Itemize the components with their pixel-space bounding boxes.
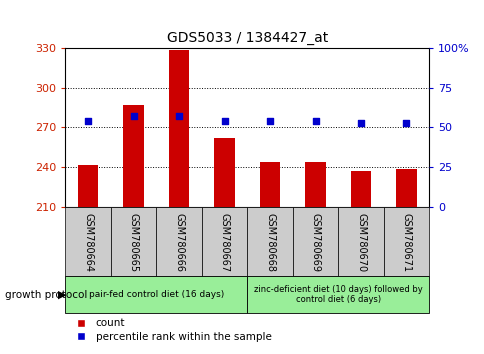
Bar	[168, 51, 189, 207]
Bar	[247, 276, 428, 313]
Bar	[214, 138, 234, 207]
Bar	[247, 207, 292, 276]
Bar	[78, 165, 98, 207]
Bar	[350, 171, 370, 207]
Text: GSM780667: GSM780667	[219, 213, 229, 272]
Bar	[123, 105, 144, 207]
Bar	[65, 207, 111, 276]
Bar	[65, 276, 247, 313]
Text: GSM780664: GSM780664	[83, 213, 93, 272]
Text: GSM780671: GSM780671	[401, 213, 410, 272]
Point	[220, 118, 228, 124]
Legend: count, percentile rank within the sample: count, percentile rank within the sample	[71, 319, 271, 342]
Bar	[338, 207, 383, 276]
Bar	[259, 162, 280, 207]
Title: GDS5033 / 1384427_at: GDS5033 / 1384427_at	[166, 32, 327, 45]
Bar	[292, 207, 338, 276]
Bar	[395, 169, 416, 207]
Bar	[383, 207, 428, 276]
Point	[311, 118, 319, 124]
Point	[266, 118, 273, 124]
Bar	[156, 207, 201, 276]
Text: GSM780666: GSM780666	[174, 213, 184, 272]
Bar	[305, 162, 325, 207]
Text: GSM780670: GSM780670	[355, 213, 365, 272]
Text: zinc-deficient diet (10 days) followed by
control diet (6 days): zinc-deficient diet (10 days) followed b…	[254, 285, 422, 304]
Text: ▶: ▶	[58, 290, 67, 300]
Point	[84, 118, 92, 124]
Point	[175, 113, 182, 119]
Text: GSM780668: GSM780668	[265, 213, 274, 272]
Text: GSM780665: GSM780665	[128, 213, 138, 272]
Text: growth protocol: growth protocol	[5, 290, 87, 300]
Point	[356, 120, 364, 125]
Bar	[111, 207, 156, 276]
Text: GSM780669: GSM780669	[310, 213, 320, 272]
Point	[402, 120, 409, 125]
Bar	[201, 207, 247, 276]
Text: pair-fed control diet (16 days): pair-fed control diet (16 days)	[89, 290, 224, 299]
Point	[130, 113, 137, 119]
